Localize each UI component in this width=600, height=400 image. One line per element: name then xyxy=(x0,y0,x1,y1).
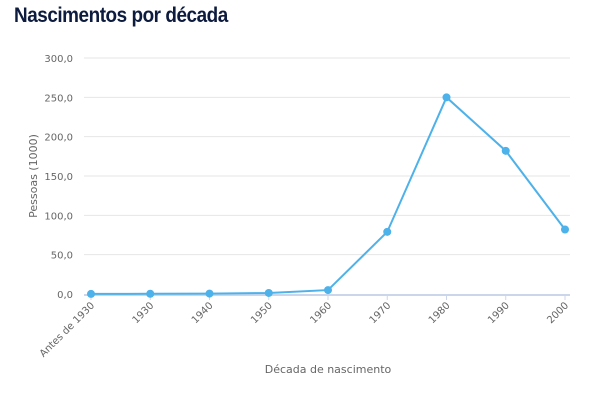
y-axis-title: Pessoas (1000) xyxy=(27,134,40,218)
data-point[interactable] xyxy=(324,286,332,295)
data-point[interactable] xyxy=(561,225,569,234)
y-tick-label: 250,0 xyxy=(44,93,73,104)
x-tick-label: 1940 xyxy=(190,300,216,326)
y-tick-label: 100,0 xyxy=(44,211,73,222)
data-series xyxy=(87,93,569,298)
chart-title: Nascimentos por década xyxy=(14,4,228,27)
data-point[interactable] xyxy=(383,227,392,236)
data-point[interactable] xyxy=(146,289,155,298)
y-tick-label: 50,0 xyxy=(51,251,73,262)
x-tick-label: 1990 xyxy=(486,300,512,326)
series-line xyxy=(90,95,566,295)
x-tick-label: 1960 xyxy=(308,300,334,326)
y-tick-label: 0,0 xyxy=(57,290,73,301)
y-axis-ticks: 0,0 50,0 100,0 150,0 200,0 250,0 300,0 xyxy=(44,54,73,301)
x-tick-label: Antes de 1930 xyxy=(38,300,97,359)
x-tick-label: 1970 xyxy=(368,300,394,326)
gridlines xyxy=(84,57,570,256)
x-axis-title: Década de nascimento xyxy=(265,363,392,376)
data-point[interactable] xyxy=(501,146,510,155)
x-tick-label: 1930 xyxy=(131,300,157,326)
y-tick-label: 200,0 xyxy=(44,133,73,144)
data-point[interactable] xyxy=(87,289,95,298)
x-tick-label: 1980 xyxy=(427,300,453,326)
data-point[interactable] xyxy=(205,289,214,298)
data-point[interactable] xyxy=(442,93,451,102)
x-tick-label: 1950 xyxy=(249,300,275,326)
y-tick-label: 300,0 xyxy=(44,54,73,65)
data-point[interactable] xyxy=(264,288,273,297)
y-tick-label: 150,0 xyxy=(44,172,73,183)
x-tick-label: 2000 xyxy=(545,300,571,326)
x-axis: Antes de 1930 1930 1940 1950 1960 1970 1980 199… xyxy=(38,294,571,360)
